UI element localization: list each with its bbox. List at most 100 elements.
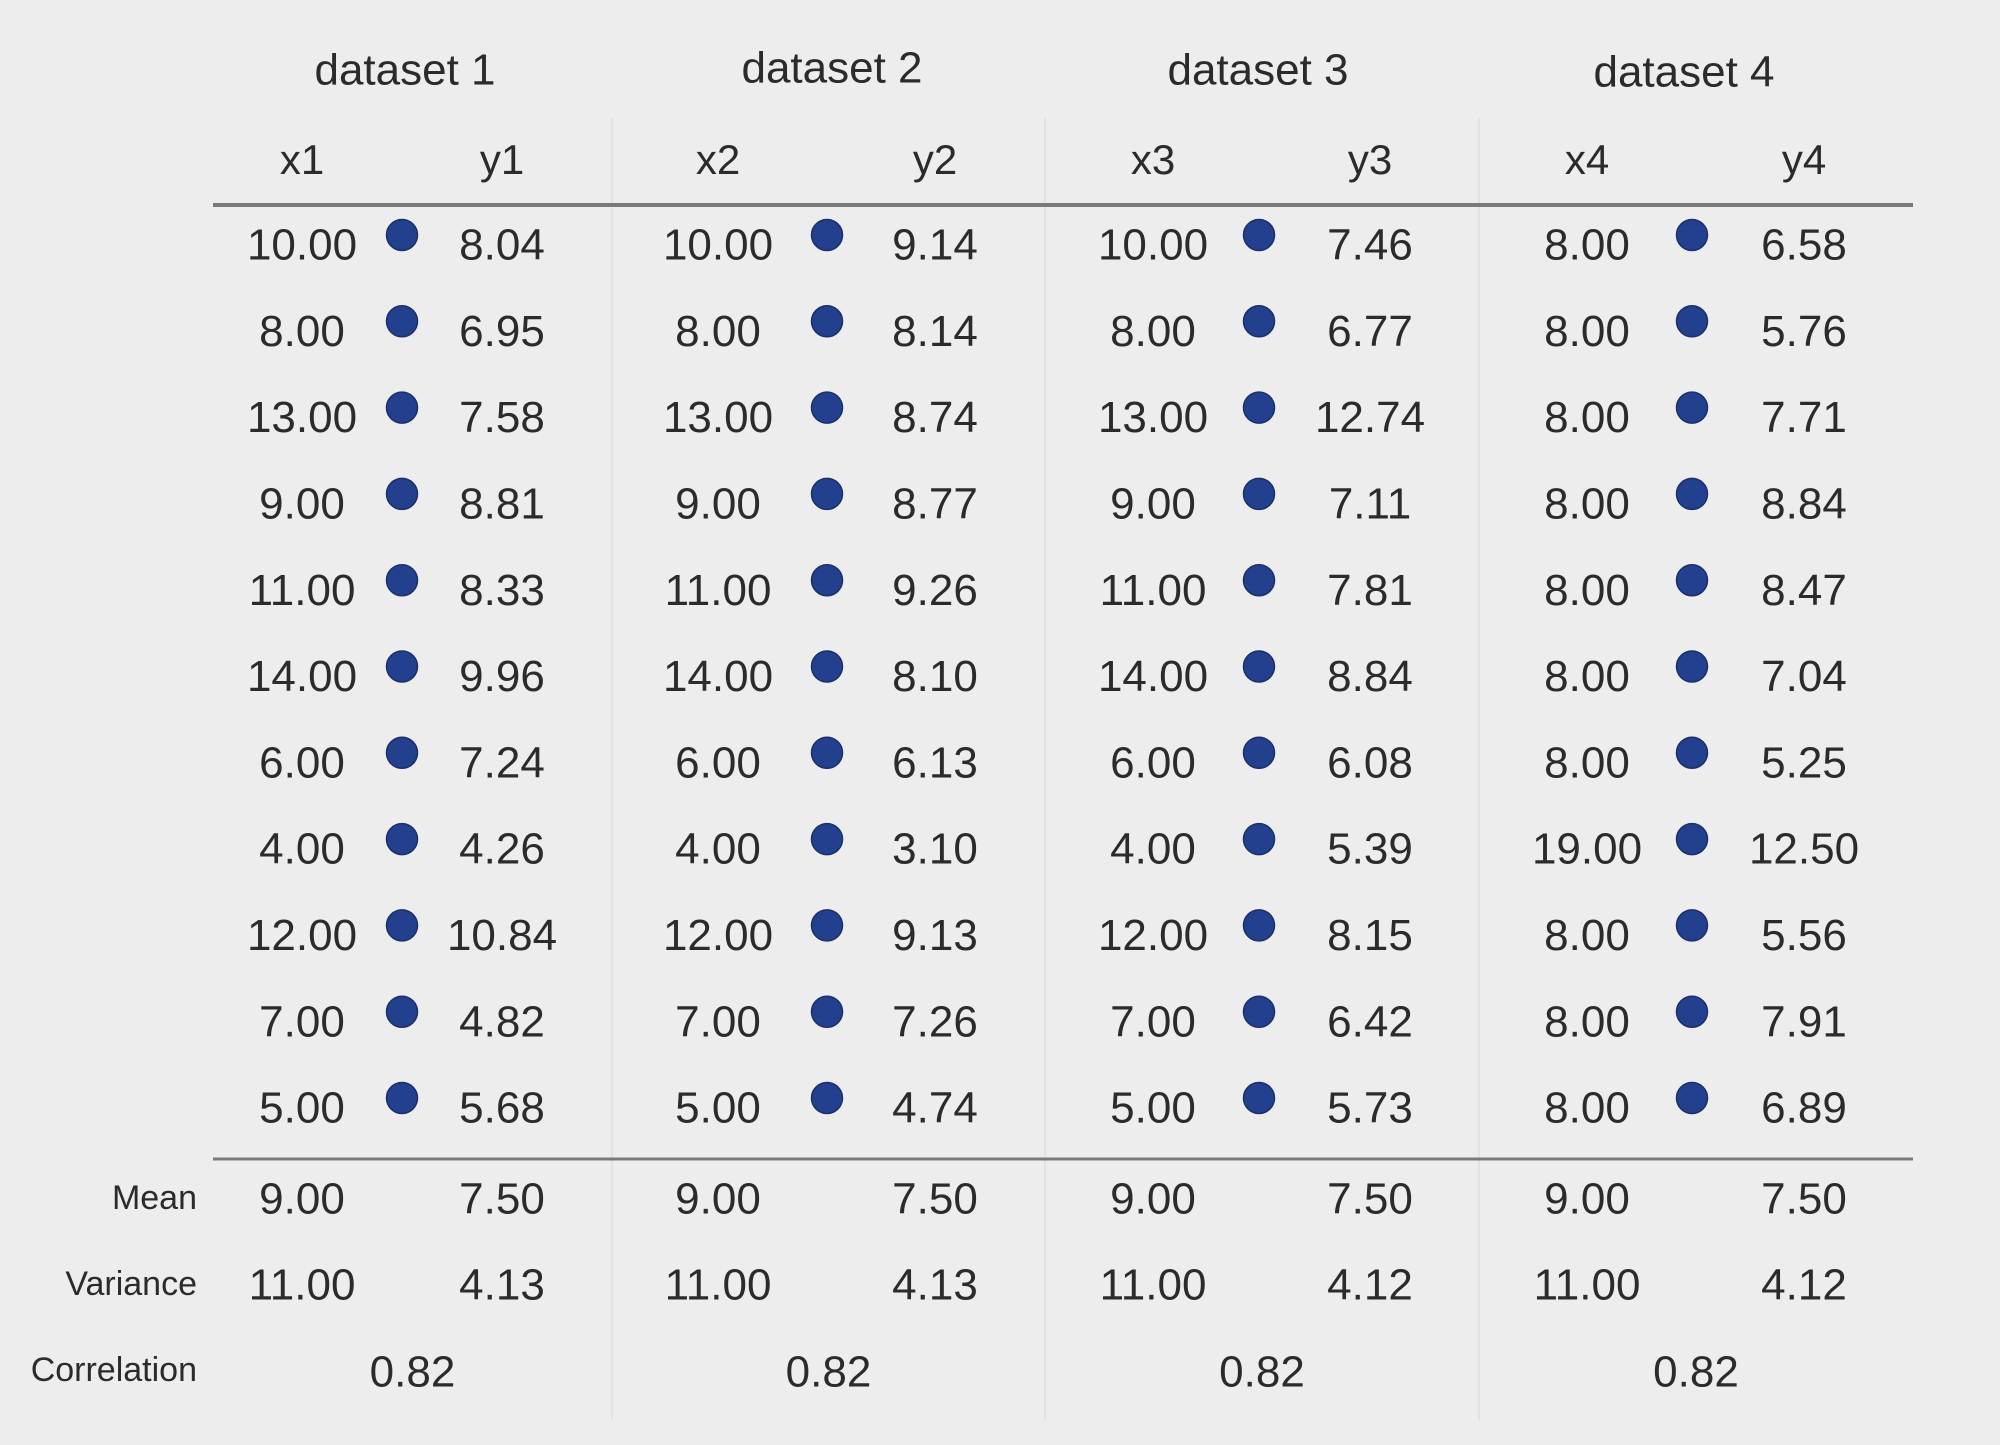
x-value-cell: 6.00 <box>675 738 761 787</box>
y-value-cell: 4.74 <box>892 1084 978 1133</box>
x-value-cell: 6.00 <box>259 738 345 787</box>
x-value-cell: 14.00 <box>247 652 357 701</box>
x-value-cell: 8.00 <box>1110 307 1196 356</box>
dataset-title: dataset 2 <box>741 44 922 93</box>
dataset-title: dataset 3 <box>1167 46 1348 95</box>
y-value-cell: 7.24 <box>459 738 545 787</box>
x-value-cell: 12.00 <box>663 911 773 960</box>
y-value-cell: 12.50 <box>1749 825 1859 874</box>
data-point-dot <box>1242 822 1276 856</box>
data-point-dot <box>385 995 419 1028</box>
y-value-cell: 7.46 <box>1327 221 1413 270</box>
x-column-header: x3 <box>1131 136 1175 183</box>
summary-label-mean: Mean <box>112 1179 197 1217</box>
data-point-dot <box>1675 218 1709 252</box>
y-column-header: y2 <box>913 136 957 183</box>
data-point-dot <box>810 1081 844 1115</box>
data-point-dot <box>1675 995 1709 1028</box>
x-column-header: x4 <box>1565 136 1609 183</box>
x-value-cell: 11.00 <box>1100 566 1207 615</box>
dataset-title: dataset 1 <box>314 46 495 95</box>
correlation-value: 0.82 <box>786 1348 872 1397</box>
y-value-cell: 7.04 <box>1761 652 1847 701</box>
data-point-dot <box>810 305 844 338</box>
y-column-header: y4 <box>1782 136 1826 183</box>
y-value-cell: 6.13 <box>892 738 978 787</box>
x-value-cell: 13.00 <box>663 393 773 442</box>
y-value-cell: 8.10 <box>892 652 978 701</box>
variance-x-value: 11.00 <box>1100 1261 1207 1310</box>
x-value-cell: 7.00 <box>1110 997 1196 1046</box>
y-value-cell: 8.77 <box>892 480 978 529</box>
mean-y-value: 7.50 <box>459 1175 545 1224</box>
data-point-dot <box>810 736 844 770</box>
x-value-cell: 7.00 <box>675 997 761 1046</box>
y-value-cell: 5.73 <box>1327 1084 1413 1133</box>
x-value-cell: 13.00 <box>1098 393 1208 442</box>
x-value-cell: 10.00 <box>1098 221 1208 270</box>
x-value-cell: 5.00 <box>259 1084 345 1133</box>
dataset-title: dataset 4 <box>1593 48 1774 97</box>
x-value-cell: 10.00 <box>663 221 773 270</box>
x-value-cell: 8.00 <box>1544 911 1630 960</box>
mean-y-value: 7.50 <box>892 1175 978 1224</box>
y-value-cell: 5.76 <box>1761 307 1847 356</box>
y-value-cell: 6.42 <box>1327 997 1413 1046</box>
data-point-dot <box>385 305 419 338</box>
y-value-cell: 5.25 <box>1761 738 1847 787</box>
x-value-cell: 13.00 <box>247 393 357 442</box>
x-value-cell: 6.00 <box>1110 738 1196 787</box>
data-point-dot <box>810 650 844 683</box>
data-point-dot <box>385 563 419 597</box>
y-value-cell: 7.81 <box>1327 566 1413 615</box>
data-point-dot <box>810 822 844 856</box>
correlation-value: 0.82 <box>1653 1348 1739 1397</box>
x-value-cell: 14.00 <box>1098 652 1208 701</box>
y-value-cell: 9.14 <box>892 221 978 270</box>
y-value-cell: 8.15 <box>1327 911 1413 960</box>
data-point-dot <box>1242 736 1276 770</box>
y-value-cell: 4.82 <box>459 997 545 1046</box>
y-value-cell: 3.10 <box>892 825 978 874</box>
x-value-cell: 8.00 <box>1544 566 1630 615</box>
x-value-cell: 8.00 <box>259 307 345 356</box>
y-column-header: y3 <box>1348 136 1392 183</box>
y-value-cell: 6.77 <box>1327 307 1413 356</box>
data-point-dot <box>1675 1081 1709 1115</box>
data-point-dot <box>1242 305 1276 338</box>
y-value-cell: 7.26 <box>892 997 978 1046</box>
data-point-dot <box>385 477 419 511</box>
correlation-value: 0.82 <box>1219 1348 1305 1397</box>
x-value-cell: 8.00 <box>1544 307 1630 356</box>
summary-label-correlation: Correlation <box>31 1351 197 1389</box>
y-value-cell: 6.08 <box>1327 738 1413 787</box>
y-value-cell: 8.14 <box>892 307 978 356</box>
y-value-cell: 8.74 <box>892 393 978 442</box>
data-point-dot <box>1675 909 1709 942</box>
x-value-cell: 8.00 <box>1544 652 1630 701</box>
y-value-cell: 7.11 <box>1329 480 1411 529</box>
x-value-cell: 12.00 <box>247 911 357 960</box>
y-value-cell: 5.56 <box>1761 911 1847 960</box>
data-point-dot <box>810 477 844 511</box>
x-value-cell: 8.00 <box>1544 738 1630 787</box>
x-value-cell: 4.00 <box>1110 825 1196 874</box>
y-value-cell: 12.74 <box>1315 393 1425 442</box>
mean-x-value: 9.00 <box>1110 1175 1196 1224</box>
variance-y-value: 4.12 <box>1327 1261 1413 1310</box>
x-value-cell: 10.00 <box>247 221 357 270</box>
x-value-cell: 19.00 <box>1532 825 1642 874</box>
data-point-dot <box>1242 391 1276 424</box>
data-point-dot <box>385 391 419 424</box>
y-value-cell: 8.84 <box>1761 480 1847 529</box>
y-value-cell: 6.89 <box>1761 1084 1847 1133</box>
data-point-dot <box>1675 822 1709 856</box>
x-value-cell: 11.00 <box>249 566 356 615</box>
data-point-dot <box>385 1081 419 1115</box>
data-point-dot <box>1242 1081 1276 1115</box>
x-value-cell: 8.00 <box>1544 480 1630 529</box>
x-value-cell: 14.00 <box>663 652 773 701</box>
x-value-cell: 11.00 <box>665 566 772 615</box>
y-value-cell: 8.81 <box>459 480 545 529</box>
